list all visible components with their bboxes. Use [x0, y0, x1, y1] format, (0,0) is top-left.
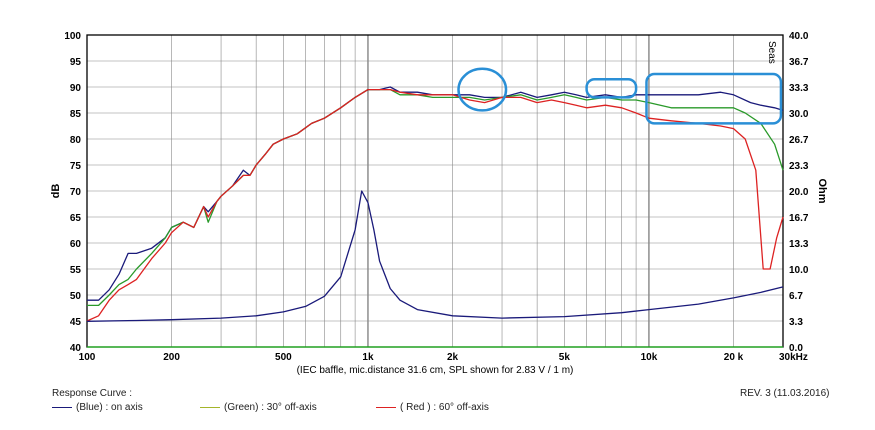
y2-tick-label: 13.3 [789, 239, 809, 250]
legend-item-red: ( Red ) : 60° off-axis [376, 402, 489, 413]
annotation-ellipse [457, 67, 508, 112]
y-tick-label: 50 [70, 291, 82, 302]
x-axis-label: (IEC baffle, mic.distance 31.6 cm, SPL s… [297, 365, 574, 376]
legend-item-blue: (Blue) : on axis [52, 402, 143, 413]
y2-tick-label: 6.7 [789, 291, 803, 302]
legend-swatch-blue [52, 406, 72, 408]
y-tick-label: 60 [70, 239, 82, 250]
legend-swatch-green [200, 406, 220, 408]
y2-tick-label: 3.3 [789, 317, 803, 328]
y2-tick-label: 16.7 [789, 213, 809, 224]
frequency-response-chart: Seas 100 95 90 85 80 75 70 65 60 55 50 45 40 40.0 36.7 3… [50, 31, 828, 376]
y2-tick-label: 40.0 [789, 31, 809, 42]
series-line-0 [87, 86, 784, 301]
y-tick-label: 40 [70, 343, 82, 354]
x-tick-label: 10k [641, 352, 658, 363]
x-tick-label: 30kHz [779, 352, 808, 363]
legend-label-green: (Green) : 30° off-axis [224, 402, 317, 413]
revision-label: REV. 3 (11.03.2016) [740, 388, 830, 399]
y-tick-label: 90 [70, 83, 82, 94]
y2-tick-label: 33.3 [789, 83, 809, 94]
y-tick-label: 95 [70, 57, 82, 68]
x-tick-label: 100 [79, 352, 96, 363]
y-tick-label: 45 [70, 317, 82, 328]
y-tick-label: 65 [70, 213, 82, 224]
x-tick-label: 20 k [724, 352, 744, 363]
x-tick-label: 1k [362, 352, 374, 363]
x-tick-label: 2k [447, 352, 459, 363]
y2-tick-label: 30.0 [789, 109, 809, 120]
y-tick-label: 100 [64, 31, 81, 42]
y-axis-label: dB [50, 184, 62, 199]
y2-tick-label: 20.0 [789, 187, 809, 198]
series-line-2 [86, 88, 784, 322]
legend-label-red: ( Red ) : 60° off-axis [400, 402, 489, 413]
legend-swatch-red [376, 406, 396, 408]
x-tick-label: 5k [559, 352, 571, 363]
legend-item-green: (Green) : 30° off-axis [200, 402, 317, 413]
series-line-3 [86, 190, 784, 322]
x-tick-label: 200 [163, 352, 180, 363]
y-tick-label: 80 [70, 135, 82, 146]
y2-axis-label: Ohm [816, 178, 828, 203]
y2-tick-label: 26.7 [789, 135, 809, 146]
y2-tick-label: 36.7 [789, 57, 809, 68]
y-tick-label: 85 [70, 109, 82, 120]
y-tick-label: 75 [70, 161, 82, 172]
annotation-box-1 [585, 77, 638, 99]
legend-title: Response Curve : [52, 388, 133, 399]
annotation-box-2 [645, 72, 783, 125]
y2-tick-label: 10.0 [789, 265, 809, 276]
y2-tick-label: 23.3 [789, 161, 809, 172]
legend-label-blue: (Blue) : on axis [76, 402, 143, 413]
y-tick-label: 55 [70, 265, 82, 276]
x-tick-label: 500 [275, 352, 292, 363]
y-tick-label: 70 [70, 187, 82, 198]
watermark: Seas [766, 41, 777, 64]
y2-tick-label: 0.0 [789, 343, 803, 354]
